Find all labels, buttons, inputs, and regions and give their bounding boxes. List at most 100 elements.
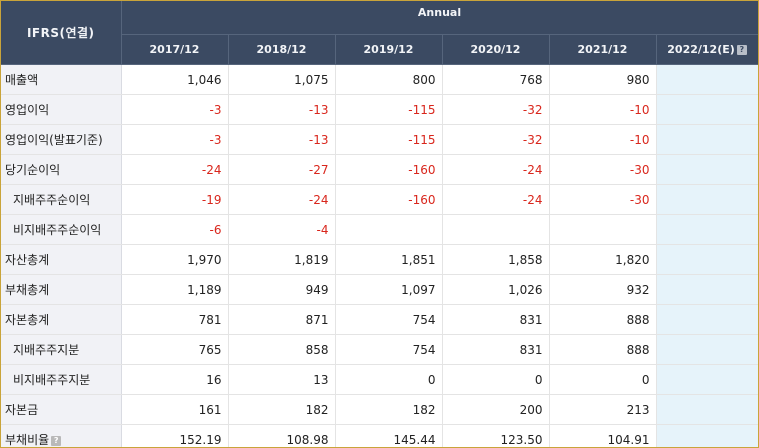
- year-label: 2017/12: [149, 43, 200, 56]
- row-label-text: 지배주주지분: [13, 343, 80, 357]
- table-cell: -160: [335, 154, 443, 185]
- table-cell: -13: [228, 94, 336, 125]
- year-header-1: 2018/12: [228, 34, 336, 65]
- table-cell: 1,026: [442, 274, 550, 305]
- table-cell: -24: [442, 184, 550, 215]
- table-cell: 1,819: [228, 244, 336, 275]
- table-cell: 831: [442, 334, 550, 365]
- ifrs-basis-header: IFRS(연결): [1, 1, 122, 65]
- row-label-text: 비지배주주순이익: [13, 223, 102, 237]
- table-cell: 754: [335, 304, 443, 335]
- help-icon[interactable]: ?: [51, 436, 62, 446]
- table-row: 매출액 1,046 1,075 800 768 980: [1, 64, 758, 95]
- table-cell: -32: [442, 94, 550, 125]
- table-cell: -24: [228, 184, 336, 215]
- table-cell: -10: [549, 124, 657, 155]
- table-cell: [656, 304, 758, 335]
- table-row: 자본총계 781 871 754 831 888: [1, 304, 758, 335]
- table-cell: 13: [228, 364, 336, 395]
- row-label: 영업이익(발표기준): [1, 124, 122, 155]
- table-cell: 1,820: [549, 244, 657, 275]
- table-cell: 145.44: [335, 424, 443, 447]
- table-cell: -24: [442, 154, 550, 185]
- table-cell: -19: [121, 184, 229, 215]
- table-cell: 1,075: [228, 64, 336, 95]
- row-label-text: 당기순이익: [5, 163, 61, 177]
- year-header-4: 2021/12: [549, 34, 657, 65]
- table-cell: 1,851: [335, 244, 443, 275]
- row-label: 당기순이익: [1, 154, 122, 185]
- table-cell: 1,046: [121, 64, 229, 95]
- year-header-3: 2020/12: [442, 34, 550, 65]
- table-cell: -4: [228, 214, 336, 245]
- table-cell: 888: [549, 304, 657, 335]
- table-cell: -3: [121, 94, 229, 125]
- table-cell: 1,189: [121, 274, 229, 305]
- table-cell: 781: [121, 304, 229, 335]
- row-label: 비지배주주순이익: [1, 214, 122, 245]
- table-cell: [656, 64, 758, 95]
- table-cell: 182: [228, 394, 336, 425]
- row-label: 부채비율?: [1, 424, 122, 447]
- row-label-text: 자본금: [5, 403, 39, 417]
- table-cell: 932: [549, 274, 657, 305]
- table-cell: [442, 214, 550, 245]
- row-label-text: 영업이익(발표기준): [5, 133, 103, 147]
- table-cell: 871: [228, 304, 336, 335]
- row-label-text: 지배주주순이익: [13, 193, 91, 207]
- table-cell: [656, 364, 758, 395]
- table-cell: 765: [121, 334, 229, 365]
- table-cell: -24: [121, 154, 229, 185]
- table-cell: 949: [228, 274, 336, 305]
- table-cell: 1,858: [442, 244, 550, 275]
- table-row: 영업이익 -3 -13 -115 -32 -10: [1, 94, 758, 125]
- year-label: 2022/12(E): [667, 43, 735, 56]
- table-cell: -115: [335, 124, 443, 155]
- table-cell: -27: [228, 154, 336, 185]
- table-cell: [335, 214, 443, 245]
- table-cell: [656, 214, 758, 245]
- table-cell: 182: [335, 394, 443, 425]
- table-cell: 0: [335, 364, 443, 395]
- table-row: 부채비율? 152.19 108.98 145.44 123.50 104.91: [1, 424, 758, 447]
- table-cell: [656, 154, 758, 185]
- table-cell: 800: [335, 64, 443, 95]
- row-label: 부채총계: [1, 274, 122, 305]
- row-label: 영업이익: [1, 94, 122, 125]
- table-cell: 161: [121, 394, 229, 425]
- table-cell: -115: [335, 94, 443, 125]
- row-label: 비지배주주지분: [1, 364, 122, 395]
- year-label: 2019/12: [363, 43, 414, 56]
- row-label: 자산총계: [1, 244, 122, 275]
- table-cell: -30: [549, 184, 657, 215]
- table-cell: [549, 214, 657, 245]
- year-header-2: 2019/12: [335, 34, 443, 65]
- year-label: 2018/12: [256, 43, 307, 56]
- table-cell: 754: [335, 334, 443, 365]
- table-cell: 768: [442, 64, 550, 95]
- row-label: 지배주주순이익: [1, 184, 122, 215]
- table-cell: 980: [549, 64, 657, 95]
- table-cell: -13: [228, 124, 336, 155]
- annual-period-header[interactable]: Annual: [121, 1, 758, 35]
- table-cell: [656, 274, 758, 305]
- table-row: 영업이익(발표기준) -3 -13 -115 -32 -10: [1, 124, 758, 155]
- row-label-text: 비지배주주지분: [13, 373, 91, 387]
- table-cell: -160: [335, 184, 443, 215]
- table-cell: 888: [549, 334, 657, 365]
- table-cell: [656, 394, 758, 425]
- table-cell: 200: [442, 394, 550, 425]
- table-cell: 1,097: [335, 274, 443, 305]
- table-cell: [656, 424, 758, 447]
- table-row: 자산총계 1,970 1,819 1,851 1,858 1,820: [1, 244, 758, 275]
- table-cell: 858: [228, 334, 336, 365]
- row-label-text: 매출액: [5, 73, 39, 87]
- table-row: 비지배주주순이익 -6 -4: [1, 214, 758, 245]
- row-label-text: 부채비율: [5, 433, 50, 447]
- year-label: 2021/12: [577, 43, 628, 56]
- row-label: 자본총계: [1, 304, 122, 335]
- table-cell: 213: [549, 394, 657, 425]
- row-label: 지배주주지분: [1, 334, 122, 365]
- estimate-help-icon[interactable]: ?: [736, 45, 747, 55]
